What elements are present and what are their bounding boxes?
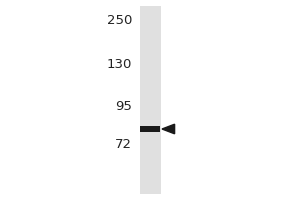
Text: 130: 130 — [106, 58, 132, 71]
Text: 72: 72 — [115, 138, 132, 150]
Text: 250: 250 — [106, 14, 132, 26]
Bar — [140, 126, 160, 132]
Polygon shape — [162, 124, 175, 134]
Text: 95: 95 — [115, 100, 132, 114]
Bar — [140, 6, 160, 194]
